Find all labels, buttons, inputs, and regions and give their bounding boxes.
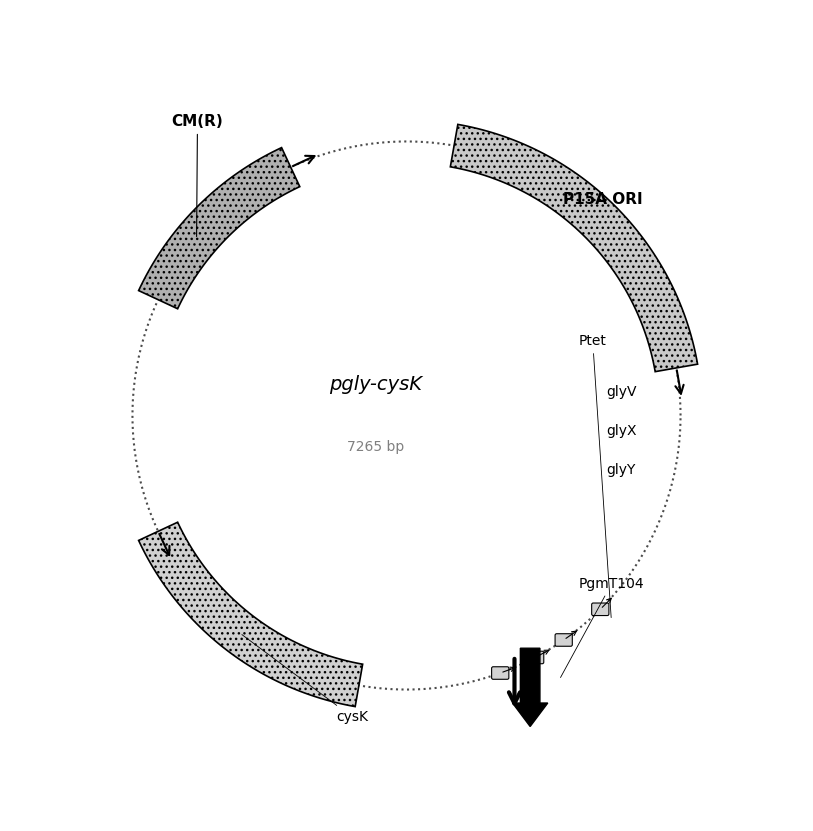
Text: Ptet: Ptet [579,334,611,617]
FancyBboxPatch shape [555,634,572,647]
Polygon shape [138,148,300,309]
Text: 7265 bp: 7265 bp [346,440,404,454]
Text: glyY: glyY [606,463,636,477]
Polygon shape [450,125,698,371]
Text: pgly-cysK: pgly-cysK [328,375,422,394]
Text: P15A ORI: P15A ORI [563,189,643,207]
FancyBboxPatch shape [592,603,609,616]
Text: glyV: glyV [606,385,637,399]
Text: CM(R): CM(R) [172,114,224,237]
Text: PgmT104: PgmT104 [560,577,645,677]
FancyArrow shape [512,648,548,726]
Text: glyX: glyX [606,424,637,438]
Polygon shape [138,522,363,706]
FancyBboxPatch shape [527,652,544,664]
Text: cysK: cysK [242,635,368,724]
FancyBboxPatch shape [492,666,509,679]
